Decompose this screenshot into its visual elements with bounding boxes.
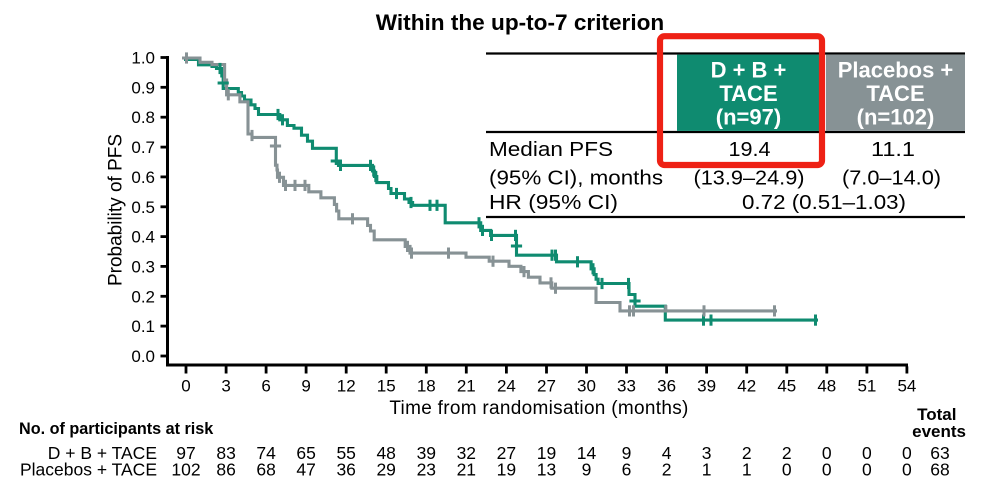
- svg-text:2: 2: [742, 443, 752, 463]
- svg-text:D + B + TACE: D + B + TACE: [48, 443, 157, 463]
- svg-text:Placebos +: Placebos +: [838, 58, 954, 83]
- svg-text:45: 45: [777, 377, 796, 396]
- svg-text:9: 9: [301, 377, 310, 396]
- svg-text:0.9: 0.9: [131, 78, 155, 97]
- svg-text:15: 15: [377, 377, 396, 396]
- svg-text:events: events: [912, 422, 966, 441]
- svg-text:74: 74: [256, 443, 276, 463]
- svg-text:1: 1: [742, 460, 752, 480]
- svg-text:2: 2: [782, 443, 792, 463]
- svg-text:0.7: 0.7: [131, 138, 155, 157]
- svg-text:0: 0: [902, 460, 912, 480]
- svg-text:47: 47: [296, 460, 315, 480]
- svg-text:51: 51: [857, 377, 876, 396]
- svg-text:Placebos + TACE: Placebos + TACE: [20, 460, 157, 480]
- svg-text:9: 9: [582, 460, 592, 480]
- svg-text:83: 83: [216, 443, 235, 463]
- svg-text:0.4: 0.4: [131, 228, 155, 247]
- svg-text:0: 0: [902, 443, 912, 463]
- svg-text:24: 24: [497, 377, 516, 396]
- svg-text:65: 65: [296, 443, 315, 463]
- svg-text:19.4: 19.4: [729, 139, 771, 161]
- svg-text:48: 48: [376, 443, 395, 463]
- svg-text:33: 33: [617, 377, 636, 396]
- svg-text:39: 39: [697, 377, 716, 396]
- svg-text:6: 6: [622, 460, 632, 480]
- svg-text:68: 68: [930, 460, 949, 480]
- svg-text:19: 19: [497, 460, 516, 480]
- svg-text:D + B +: D + B +: [711, 58, 787, 83]
- svg-text:0: 0: [862, 443, 872, 463]
- svg-text:13: 13: [537, 460, 556, 480]
- svg-text:Total: Total: [917, 405, 956, 424]
- svg-text:(n=97): (n=97): [716, 105, 781, 130]
- svg-text:63: 63: [930, 443, 949, 463]
- svg-text:0.6: 0.6: [131, 168, 155, 187]
- svg-text:0: 0: [181, 377, 190, 396]
- svg-text:4: 4: [662, 443, 672, 463]
- svg-text:0: 0: [822, 443, 832, 463]
- svg-text:36: 36: [657, 377, 676, 396]
- svg-text:(n=102): (n=102): [857, 105, 935, 130]
- svg-text:(7.0–14.0): (7.0–14.0): [842, 168, 941, 190]
- svg-text:HR (95% CI): HR (95% CI): [489, 192, 618, 214]
- svg-text:1.0: 1.0: [131, 49, 155, 68]
- svg-text:0.72 (0.51–1.03): 0.72 (0.51–1.03): [742, 192, 906, 214]
- svg-text:54: 54: [897, 377, 916, 396]
- svg-text:1: 1: [702, 460, 712, 480]
- svg-text:Median PFS: Median PFS: [489, 139, 613, 161]
- svg-text:27: 27: [537, 377, 556, 396]
- svg-text:Within the up-to-7 criterion: Within the up-to-7 criterion: [376, 10, 664, 35]
- svg-text:0.0: 0.0: [131, 347, 155, 366]
- svg-text:68: 68: [256, 460, 275, 480]
- svg-text:0.5: 0.5: [131, 198, 155, 217]
- svg-text:0.8: 0.8: [131, 108, 155, 127]
- svg-text:42: 42: [737, 377, 756, 396]
- svg-text:29: 29: [376, 460, 395, 480]
- svg-text:97: 97: [176, 443, 195, 463]
- svg-text:Time from randomisation (month: Time from randomisation (months): [389, 398, 688, 419]
- svg-text:0.1: 0.1: [131, 317, 155, 336]
- svg-text:0.3: 0.3: [131, 257, 155, 276]
- svg-text:2: 2: [662, 460, 672, 480]
- svg-text:23: 23: [417, 460, 436, 480]
- svg-text:3: 3: [702, 443, 712, 463]
- svg-text:102: 102: [171, 460, 200, 480]
- svg-text:0: 0: [822, 460, 832, 480]
- svg-text:(95% CI), months: (95% CI), months: [489, 168, 663, 190]
- svg-text:21: 21: [457, 460, 476, 480]
- svg-text:9: 9: [622, 443, 632, 463]
- svg-text:0: 0: [862, 460, 872, 480]
- svg-text:6: 6: [261, 377, 270, 396]
- svg-text:0: 0: [782, 460, 792, 480]
- svg-text:19: 19: [537, 443, 556, 463]
- svg-text:Probability of PFS: Probability of PFS: [106, 134, 127, 286]
- svg-text:32: 32: [457, 443, 476, 463]
- svg-text:18: 18: [417, 377, 436, 396]
- svg-text:21: 21: [457, 377, 476, 396]
- svg-text:11.1: 11.1: [871, 139, 915, 161]
- svg-text:12: 12: [337, 377, 356, 396]
- svg-text:3: 3: [221, 377, 230, 396]
- svg-text:36: 36: [336, 460, 355, 480]
- svg-text:39: 39: [417, 443, 436, 463]
- svg-text:No. of participants at risk: No. of participants at risk: [19, 420, 214, 438]
- svg-text:14: 14: [577, 443, 597, 463]
- svg-text:30: 30: [577, 377, 596, 396]
- svg-text:(13.9–24.9): (13.9–24.9): [694, 168, 805, 190]
- svg-text:86: 86: [216, 460, 235, 480]
- svg-text:55: 55: [336, 443, 355, 463]
- svg-text:27: 27: [497, 443, 516, 463]
- svg-text:0.2: 0.2: [131, 287, 155, 306]
- svg-text:48: 48: [817, 377, 836, 396]
- svg-text:TACE: TACE: [866, 81, 924, 106]
- svg-text:TACE: TACE: [719, 81, 777, 106]
